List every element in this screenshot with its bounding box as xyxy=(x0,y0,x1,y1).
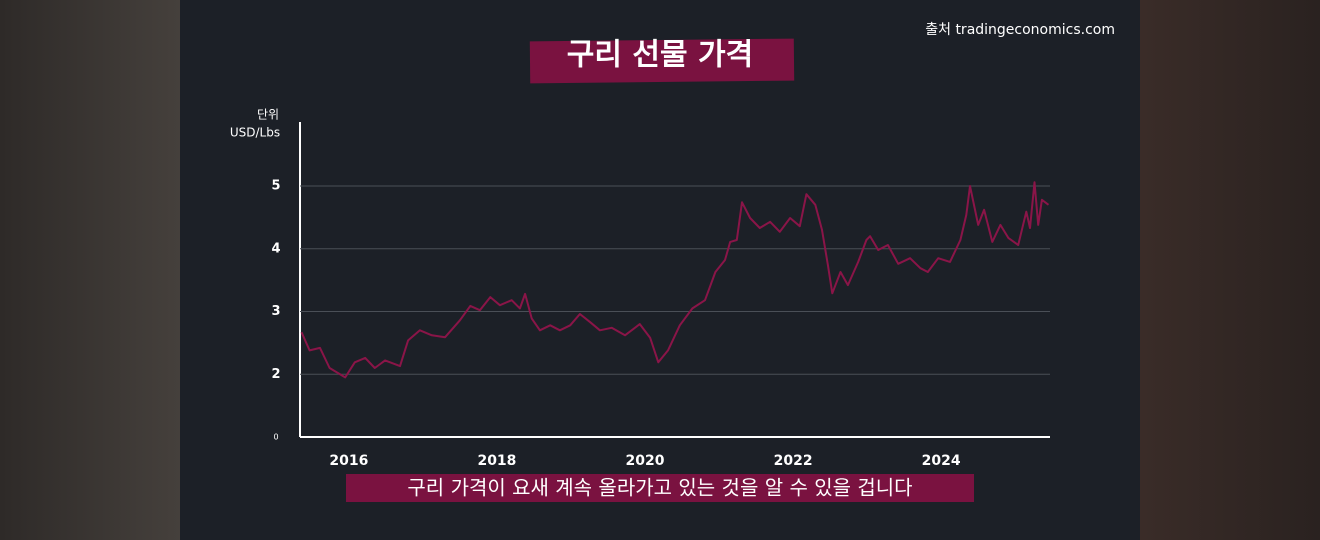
chart-title: 구리 선물 가격 xyxy=(567,38,754,73)
x-tick-label: 2022 xyxy=(774,453,813,469)
price-line xyxy=(300,181,1050,379)
y-tick-label: 2 xyxy=(271,367,280,382)
x-tick-label: 2016 xyxy=(329,453,368,469)
x-tick-label: 2020 xyxy=(626,453,665,469)
right-backdrop xyxy=(1140,0,1320,540)
left-backdrop xyxy=(0,0,180,540)
y-origin-label: 0 xyxy=(273,433,278,442)
y-tick-label: 5 xyxy=(271,179,280,194)
caption-highlight xyxy=(346,474,974,502)
caption: 구리 가격이 요새 계속 올라가고 있는 것을 알 수 있을 겁니다 xyxy=(407,476,912,500)
y-axis-label: 단위 xyxy=(257,108,279,122)
y-axis-unit: USD/Lbs xyxy=(230,126,280,140)
title-highlight xyxy=(529,38,795,84)
x-tick-label: 2024 xyxy=(922,453,961,469)
source: 출처 tradingeconomics.com xyxy=(925,22,1115,38)
panel xyxy=(180,0,1140,540)
x-tick-label: 2018 xyxy=(477,453,516,469)
y-tick-label: 3 xyxy=(271,304,280,319)
y-tick-label: 4 xyxy=(271,241,280,256)
